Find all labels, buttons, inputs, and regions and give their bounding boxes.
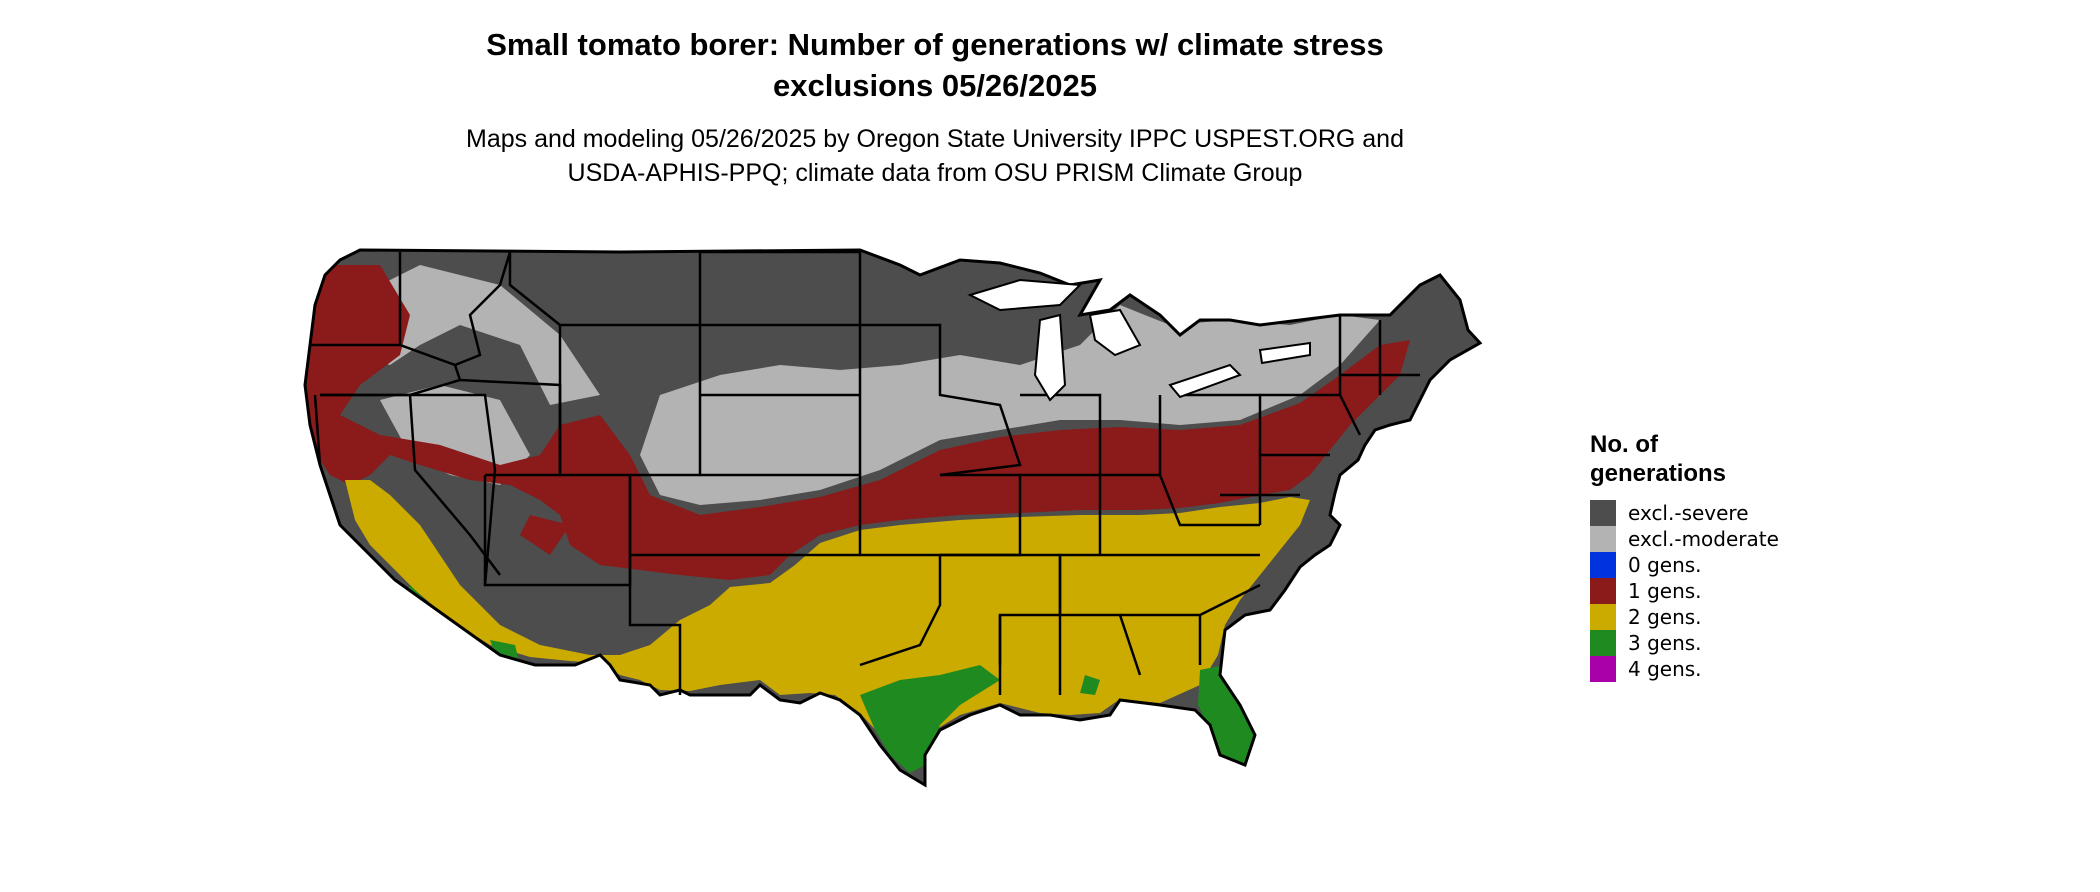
- legend-title: No. of generations: [1590, 430, 1890, 488]
- lake-ontario: [1258, 341, 1311, 365]
- great-lakes: [967, 278, 1311, 402]
- legend-label: 3 gens.: [1628, 631, 1702, 655]
- legend-item: excl.-moderate: [1590, 526, 1890, 552]
- zone-4-gen: [1205, 773, 1240, 785]
- zone-2-gen: [345, 480, 1310, 755]
- legend-swatch: [1590, 578, 1616, 604]
- legend-swatch: [1590, 630, 1616, 656]
- lake-erie: [1168, 363, 1242, 399]
- legend-label: excl.-moderate: [1628, 527, 1779, 551]
- map-title-line-2: exclusions 05/26/2025: [772, 68, 1097, 103]
- lake-superior: [967, 278, 1083, 312]
- map-subtitle: Maps and modeling 05/26/2025 by Oregon S…: [300, 122, 1570, 190]
- state-borders: [310, 250, 1420, 695]
- lake-huron: [1088, 308, 1142, 357]
- legend-item: 3 gens.: [1590, 630, 1890, 656]
- map-title: Small tomato borer: Number of generation…: [300, 24, 1570, 106]
- legend-swatch: [1590, 500, 1616, 526]
- legend-swatch: [1590, 604, 1616, 630]
- state-border-ca-nv: [320, 393, 501, 576]
- map-subtitle-line-1: Maps and modeling 05/26/2025 by Oregon S…: [466, 125, 1404, 153]
- state-border-mn-ia: [860, 323, 1022, 477]
- state-border-nm: [628, 475, 682, 695]
- legend-item: excl.-severe: [1590, 500, 1890, 526]
- legend-label: excl.-severe: [1628, 501, 1749, 525]
- legend-item: 4 gens.: [1590, 656, 1890, 682]
- map-subtitle-line-2: USDA-APHIS-PPQ; climate data from OSU PR…: [567, 159, 1303, 187]
- legend-item: 0 gens.: [1590, 552, 1890, 578]
- us-generations-map: [300, 225, 1580, 890]
- legend-title-line-1: No. of: [1590, 431, 1658, 458]
- legend-label: 0 gens.: [1628, 553, 1702, 577]
- map-svg: [303, 248, 1482, 787]
- zone-1-gen: [305, 265, 1410, 580]
- legend-item: 1 gens.: [1590, 578, 1890, 604]
- legend-label: 2 gens.: [1628, 605, 1702, 629]
- legend-label: 1 gens.: [1628, 579, 1702, 603]
- legend-label: 4 gens.: [1628, 657, 1702, 681]
- legend-swatch: [1590, 526, 1616, 552]
- state-border-id: [454, 251, 512, 367]
- legend-item: 2 gens.: [1590, 604, 1890, 630]
- legend: No. of generations excl.-severe excl.-mod…: [1590, 430, 1890, 682]
- lake-michigan: [1033, 313, 1067, 402]
- state-border-in-oh: [1100, 473, 1260, 527]
- map-title-line-1: Small tomato borer: Number of generation…: [486, 27, 1384, 62]
- legend-swatch: [1590, 656, 1616, 682]
- state-border-nd: [700, 250, 862, 325]
- state-border-nv-ut: [410, 393, 497, 586]
- legend-swatch: [1590, 552, 1616, 578]
- state-border-ca-coast: [313, 394, 381, 566]
- legend-title-line-2: generations: [1590, 460, 1727, 487]
- legend-items: excl.-severe excl.-moderate 0 gens. 1 gens.…: [1590, 500, 1890, 682]
- zone-3-gen: [400, 585, 1255, 773]
